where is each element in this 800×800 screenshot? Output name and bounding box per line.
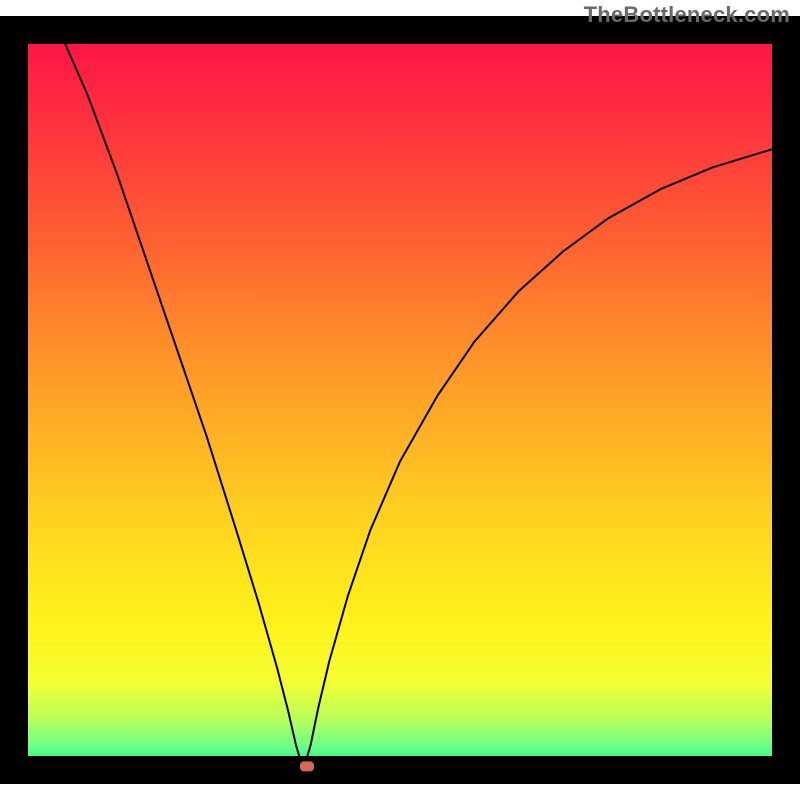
watermark-text: TheBottleneck.com <box>584 2 790 28</box>
chart-container: TheBottleneck.com <box>0 0 800 800</box>
optimum-marker <box>300 761 314 771</box>
bottleneck-chart <box>0 0 800 800</box>
plot-background <box>28 44 772 770</box>
